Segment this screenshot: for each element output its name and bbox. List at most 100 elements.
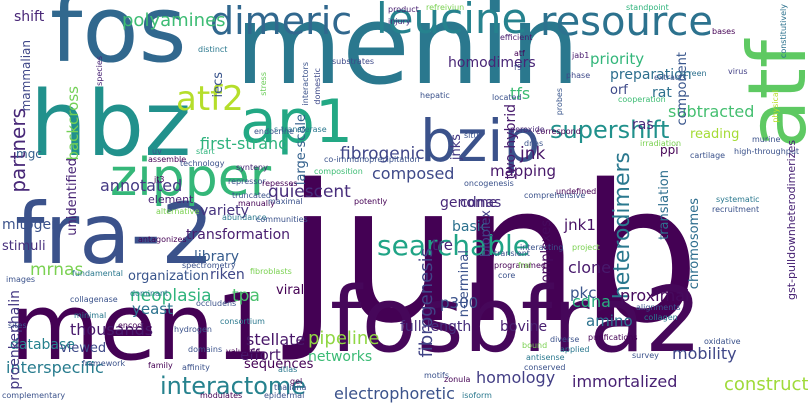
word-tfs: tfs — [510, 84, 531, 103]
word-start: start — [196, 147, 215, 156]
word-ras: ras — [632, 117, 654, 133]
word-clone: clone — [568, 258, 612, 277]
word-injury: injury — [388, 17, 411, 26]
word-domains: domains — [188, 345, 223, 354]
word-chromosomes: chromosomes — [687, 198, 702, 290]
word-dimeric: dimeric — [210, 0, 353, 43]
word-collagen: collagen — [644, 313, 678, 322]
word-neoplasia: neoplasia — [130, 286, 212, 306]
word-atf2: atf2 — [176, 79, 244, 119]
word-technology: technology — [180, 159, 225, 168]
word-survey: survey — [632, 351, 659, 360]
word-collagenase: collagenase — [70, 295, 118, 304]
word-physical: physical — [771, 90, 780, 123]
word-immortalized: immortalized — [572, 372, 678, 391]
word-peroxide: peroxide — [510, 125, 545, 134]
word-annotated: annotated — [100, 176, 183, 195]
word-repesses: repesses — [262, 179, 298, 188]
word-family: family — [148, 361, 173, 370]
word-epidermal: epidermal — [264, 391, 305, 400]
word-diverse: diverse — [550, 335, 580, 344]
word-full-length: full-length — [400, 319, 472, 335]
word-mitogen: mitogen — [2, 217, 60, 233]
word-gel: gel — [290, 377, 303, 386]
word-murine: murine — [752, 135, 781, 144]
word-homology: homology — [476, 368, 556, 387]
word-product: product — [388, 5, 419, 14]
word-isoform: isoform — [462, 391, 492, 400]
word-images: images — [6, 275, 36, 284]
word-bzip: bzip — [420, 107, 541, 175]
word-library: library — [194, 249, 240, 265]
word-cdnas: cdnas — [460, 195, 502, 211]
word-high-throughput: high-throughput — [734, 147, 800, 156]
word-iecs: iecs — [211, 72, 226, 98]
word-programmed: programmed — [494, 261, 546, 270]
word-atf: atf — [514, 49, 525, 58]
word-basic: basic — [452, 219, 489, 235]
word-occludens: occludens — [196, 299, 237, 308]
word-assemble: assemble — [148, 155, 187, 164]
word-endocrine: endocrine — [254, 127, 294, 136]
word-homodimers: homodimers — [448, 55, 536, 71]
word-manually: manually — [238, 199, 275, 208]
word-pkc: pkc — [570, 284, 597, 302]
word-leucine: leucine — [376, 0, 528, 43]
word-potently: potently — [354, 197, 388, 206]
word-applied: applied — [560, 345, 590, 354]
word-tre: tre — [432, 236, 453, 254]
word-fundamental: fundamental — [72, 269, 123, 278]
word-minimal: minimal — [74, 311, 107, 320]
word-fra-2: fra-2 — [15, 185, 215, 283]
word-shift: shift — [14, 9, 45, 25]
word-cdna: cdna — [572, 292, 611, 311]
word-zonula: zonula — [444, 375, 471, 384]
word-ap1: ap1 — [240, 87, 354, 157]
word-communities: communities — [256, 215, 308, 224]
word-atlas: atlas — [278, 365, 298, 374]
word-hydrogen: hydrogen — [174, 325, 212, 334]
word-pipeline: pipeline — [308, 328, 380, 349]
word-alignments: alignments — [636, 303, 681, 312]
word-affinity: affinity — [182, 363, 210, 372]
word-supershift: supershift — [550, 116, 670, 144]
word-composition: composition — [314, 167, 363, 176]
word-core: core — [498, 271, 516, 280]
word-synteny: synteny — [236, 163, 268, 172]
word-distinct: distinct — [198, 45, 228, 54]
word-recruitment: recruitment — [712, 205, 760, 214]
word-comprehensive: comprehensive — [524, 191, 586, 200]
word-complexes: complexes — [539, 220, 554, 290]
word-transformation: transformation — [186, 227, 291, 243]
word-situ: situ — [464, 131, 479, 140]
word-conserved: conserved — [524, 363, 566, 372]
word-systematic: systematic — [716, 195, 760, 204]
word-uv: uv — [152, 147, 162, 156]
word-interactors: interactors — [301, 62, 310, 106]
word-stellate: stellate — [246, 330, 306, 349]
word-searchable: searchable — [377, 229, 530, 262]
word-unidentified: unidentified — [65, 158, 80, 236]
word-alternative: alternative — [156, 207, 200, 216]
word-consortium: consortium — [220, 317, 265, 326]
word-refreiviun: refreiviun — [426, 3, 465, 12]
word-viral: viral — [276, 283, 305, 298]
word-priority: priority — [590, 50, 645, 68]
word-translation: translation — [657, 170, 672, 240]
word-dnas: dnas — [524, 139, 544, 148]
word-viewed: viewed — [60, 341, 107, 356]
word-yeast: yeast — [132, 300, 173, 318]
word-irradiation: irradiation — [640, 139, 682, 148]
word-screen: screen — [680, 69, 707, 78]
word-fos: fos — [50, 0, 187, 83]
word-modulates: modulates — [200, 391, 243, 400]
word-domestic: domestic — [313, 68, 322, 105]
word-resource: resource — [540, 0, 714, 45]
word-gst-pulldownheterodimerizes: gst-pulldownheterodimerizes — [785, 140, 798, 300]
word-menin: menin — [235, 0, 580, 109]
word-thaliana: thaliana — [274, 383, 307, 392]
word-networks: networks — [308, 349, 373, 365]
word-reading: reading — [690, 127, 740, 142]
word-efficient: efficient — [500, 33, 533, 42]
word-undefined: undefined — [556, 187, 597, 196]
